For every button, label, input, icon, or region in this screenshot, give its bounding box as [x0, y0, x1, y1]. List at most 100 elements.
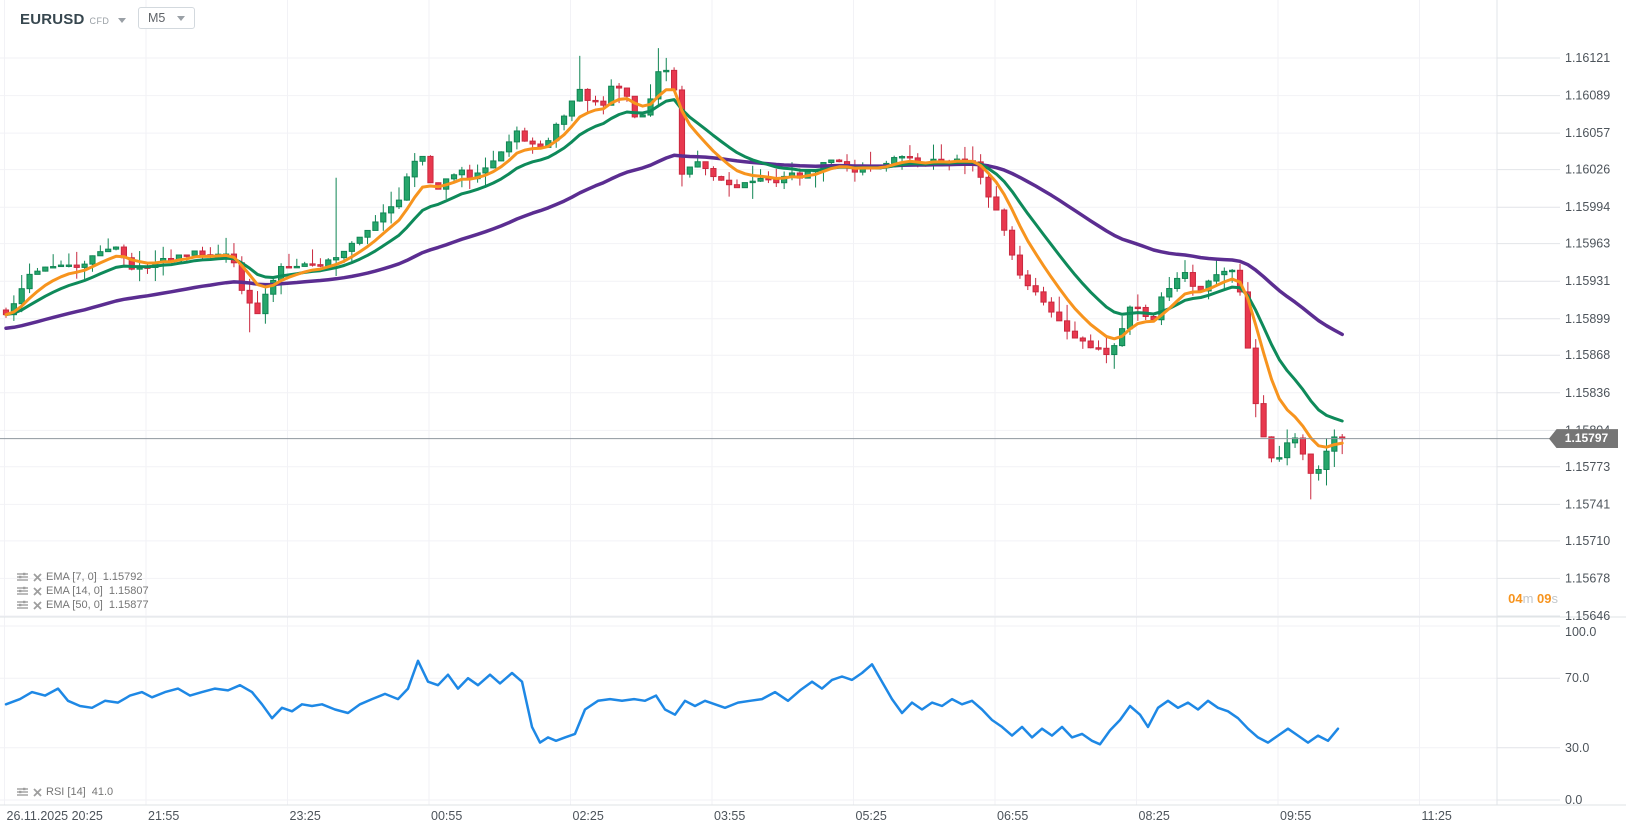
timeframe-dropdown[interactable]: M5 — [138, 7, 196, 29]
candle-body — [576, 88, 583, 102]
time-axis-labels: 26.11.2025 20:25 21:55 23:25 00:55 02:25 03:5… — [7, 809, 1452, 823]
candle-body — [655, 71, 662, 100]
candle-body — [906, 156, 913, 159]
candle-body — [1268, 436, 1275, 459]
candle-body — [1064, 320, 1071, 332]
indicator-close-icon[interactable] — [31, 586, 43, 597]
indicator-settings-icon[interactable] — [16, 600, 28, 611]
candle-body — [647, 98, 654, 116]
candle-body — [718, 176, 725, 181]
candle-body — [1284, 442, 1291, 459]
symbol-selector[interactable]: EURUSD CFD — [20, 8, 127, 30]
candle-body — [1205, 280, 1212, 292]
candle-body — [1008, 229, 1016, 256]
candle-body — [1095, 347, 1102, 350]
candle-body — [356, 236, 363, 244]
svg-text:30.0: 30.0 — [1565, 741, 1589, 755]
svg-text:11:25: 11:25 — [1422, 809, 1452, 823]
candle-body — [993, 196, 1000, 211]
svg-text:1.15963: 1.15963 — [1565, 237, 1610, 251]
candle-body — [726, 179, 733, 186]
candle-body — [592, 99, 599, 103]
indicator-close-icon[interactable] — [31, 787, 43, 798]
legend-row-ema14: EMA [14, 0] 1.15807 — [16, 585, 149, 597]
candle-body — [333, 257, 340, 261]
candle-body — [1103, 347, 1110, 356]
candle-body — [710, 168, 717, 178]
svg-text:1.16121: 1.16121 — [1565, 51, 1610, 65]
svg-text:08:25: 08:25 — [1139, 809, 1170, 823]
legend-row-ema7: EMA [7, 0] 1.15792 — [16, 571, 143, 583]
price-axis-labels: 1.16121 1.16089 1.16057 1.16026 1.15994 1.159… — [1565, 51, 1610, 623]
svg-text:1.16057: 1.16057 — [1565, 126, 1610, 140]
candle-body — [388, 206, 395, 214]
svg-text:26.11.2025 20:25: 26.11.2025 20:25 — [7, 809, 103, 823]
candle-body — [529, 140, 536, 145]
candle-body — [490, 160, 497, 169]
candle-body — [26, 273, 33, 290]
ema50-line — [4, 153, 1344, 337]
candle-body — [1189, 272, 1196, 287]
svg-text:05:25: 05:25 — [856, 809, 887, 823]
candle-body — [97, 251, 104, 257]
chevron-down-icon — [118, 17, 127, 23]
candle-body — [34, 270, 41, 275]
market-type-label: CFD — [89, 15, 110, 26]
candle-body — [293, 265, 300, 269]
candle-body — [498, 151, 505, 162]
candle-body — [898, 156, 906, 159]
indicator-close-icon[interactable] — [31, 600, 43, 611]
candle-body — [1079, 337, 1086, 342]
candle-body — [301, 263, 308, 267]
candle-body — [1056, 311, 1063, 322]
indicator-settings-icon[interactable] — [16, 787, 28, 798]
svg-text:1.16089: 1.16089 — [1565, 89, 1610, 103]
candle-body — [81, 263, 88, 268]
svg-text:09:55: 09:55 — [1280, 809, 1311, 823]
ema14-line — [4, 98, 1344, 423]
candle-body — [639, 114, 646, 118]
chevron-down-icon — [177, 16, 186, 21]
candle-body — [191, 250, 198, 256]
candle-body — [1315, 468, 1322, 474]
indicator-label: RSI [14] — [46, 786, 86, 798]
candle-body — [348, 242, 355, 252]
grid — [0, 0, 1626, 806]
svg-text:1.15741: 1.15741 — [1565, 497, 1610, 511]
candle-body — [1111, 345, 1118, 356]
svg-text:1.15899: 1.15899 — [1565, 312, 1610, 326]
candle-body — [560, 115, 568, 125]
legend-row-rsi: RSI [14] 41.0 — [16, 786, 113, 798]
ema7-line — [4, 88, 1344, 449]
candle-body — [285, 266, 293, 269]
candle-body — [623, 87, 631, 97]
svg-text:23:25: 23:25 — [290, 809, 321, 823]
candle-body — [663, 69, 670, 73]
candle-body — [183, 254, 190, 257]
svg-text:1.15994: 1.15994 — [1565, 200, 1610, 214]
candle-body — [395, 199, 403, 208]
candle-body — [505, 141, 513, 153]
candle-body — [1016, 254, 1024, 276]
indicator-value: 41.0 — [91, 786, 114, 798]
svg-text:1.15710: 1.15710 — [1565, 534, 1610, 548]
candle-body — [380, 212, 387, 223]
candle-body — [65, 264, 72, 267]
legend-row-ema50: EMA [50, 0] 1.15877 — [16, 599, 149, 611]
candle-body — [419, 155, 426, 162]
svg-text:21:55: 21:55 — [148, 809, 179, 823]
candle-body — [1126, 306, 1134, 330]
indicator-settings-icon[interactable] — [16, 572, 28, 583]
candle-body — [836, 159, 843, 163]
svg-text:1.15868: 1.15868 — [1565, 348, 1610, 362]
svg-text:02:25: 02:25 — [573, 809, 604, 823]
indicator-settings-icon[interactable] — [16, 586, 28, 597]
indicator-close-icon[interactable] — [31, 572, 43, 583]
candle-body — [1087, 340, 1094, 349]
candle-body — [309, 263, 316, 266]
svg-text:1.15931: 1.15931 — [1565, 274, 1610, 288]
svg-text:00:55: 00:55 — [431, 809, 462, 823]
svg-text:1.15678: 1.15678 — [1565, 571, 1610, 585]
